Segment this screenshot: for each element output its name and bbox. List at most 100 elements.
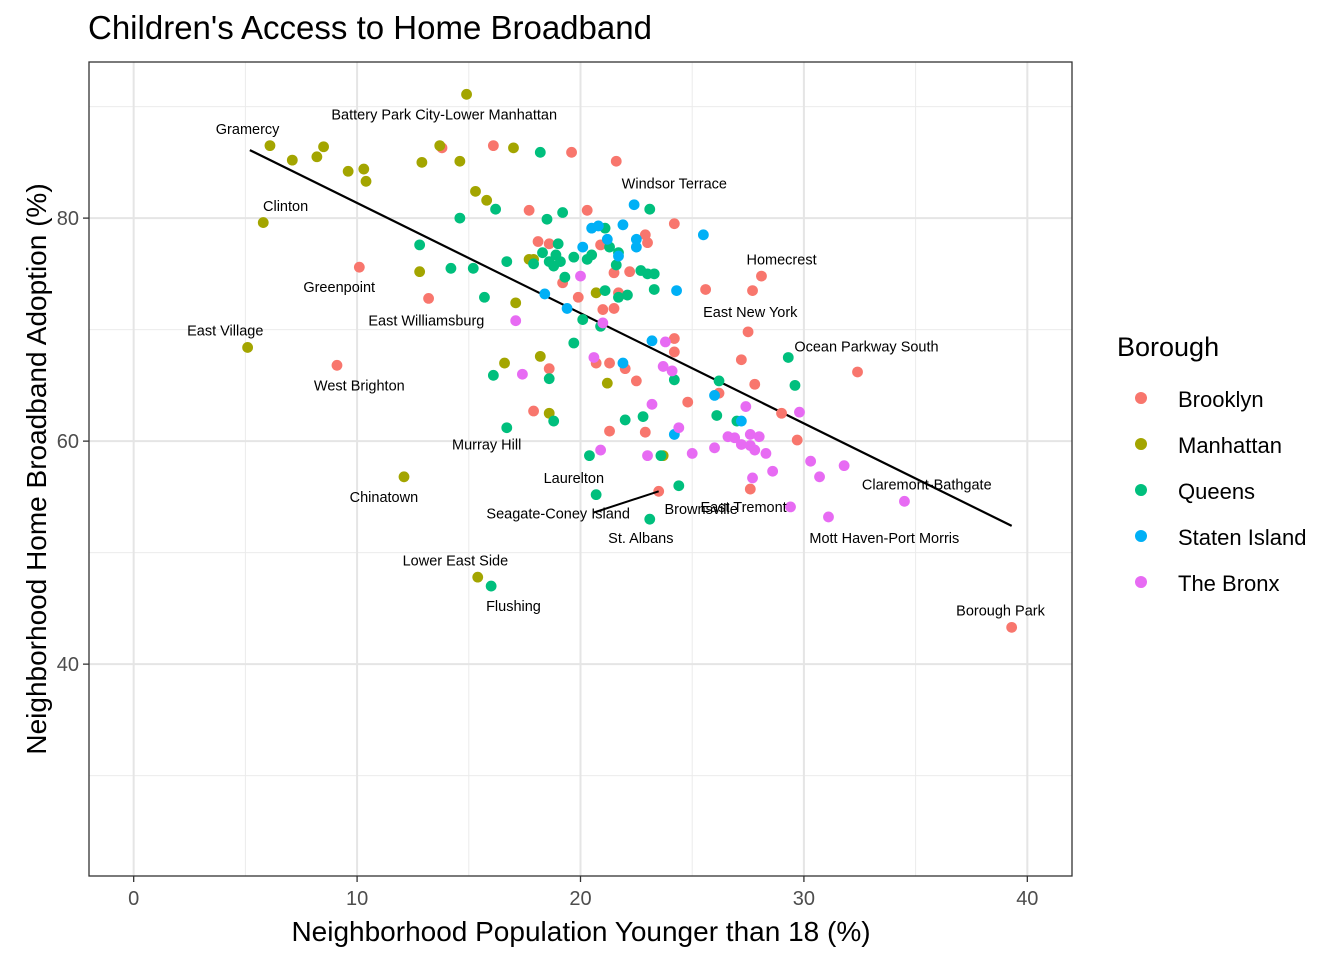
point-queens xyxy=(467,262,479,274)
point-manhattan xyxy=(590,287,602,299)
point-staten-island xyxy=(561,303,573,314)
point-brooklyn xyxy=(597,304,609,315)
point-brooklyn xyxy=(423,292,434,304)
point-queens xyxy=(543,373,555,385)
point-brooklyn xyxy=(353,261,365,273)
point-brooklyn xyxy=(608,303,620,314)
point-manhattan xyxy=(534,350,546,362)
legend-key-staten-island xyxy=(1135,530,1147,542)
point-queens xyxy=(711,410,723,421)
point-brooklyn xyxy=(791,434,803,446)
point-manhattan xyxy=(454,155,466,167)
point-the-bronx xyxy=(749,444,761,456)
point-brooklyn xyxy=(747,285,758,296)
trend-line-group xyxy=(249,149,1013,527)
point-brooklyn xyxy=(852,366,863,378)
point-the-bronx xyxy=(517,368,528,380)
x-tick-label: 10 xyxy=(346,888,368,910)
point-the-bronx xyxy=(753,431,765,443)
point-manhattan xyxy=(472,571,484,583)
x-tick-label: 20 xyxy=(569,888,591,910)
point-the-bronx xyxy=(744,429,756,440)
point-the-bronx xyxy=(659,336,671,348)
point-queens xyxy=(673,480,685,492)
y-tick-label: 60 xyxy=(57,431,79,453)
point-the-bronx xyxy=(899,495,910,507)
point-manhattan xyxy=(257,217,269,228)
point-brooklyn xyxy=(642,237,653,249)
point-queens xyxy=(501,256,513,267)
point-the-bronx xyxy=(767,465,779,477)
point-brooklyn xyxy=(630,375,642,387)
point-manhattan xyxy=(434,140,446,152)
point-manhattan xyxy=(543,407,555,419)
point-queens xyxy=(577,314,589,325)
point-the-bronx xyxy=(760,447,772,459)
point-label: Laurelton xyxy=(544,471,604,487)
point-the-bronx xyxy=(588,352,600,363)
point-label: Murray Hill xyxy=(452,437,521,453)
point-label: Mott Haven-Port Morris xyxy=(809,531,959,547)
point-brooklyn xyxy=(532,236,544,247)
point-queens xyxy=(637,411,649,422)
point-staten-island xyxy=(539,288,551,300)
point-queens xyxy=(568,251,580,263)
point-brooklyn xyxy=(543,363,555,375)
point-queens xyxy=(599,285,611,296)
point-manhattan xyxy=(398,471,410,483)
point-queens xyxy=(586,249,598,261)
point-the-bronx xyxy=(747,472,758,484)
point-staten-island xyxy=(697,229,709,241)
point-queens xyxy=(789,379,801,391)
point-the-bronx xyxy=(673,422,685,434)
legend-label-the-bronx: The Bronx xyxy=(1178,571,1280,596)
point-manhattan xyxy=(508,142,519,154)
point-queens xyxy=(445,262,457,274)
point-the-bronx xyxy=(595,444,607,456)
x-tick-label: 40 xyxy=(1016,888,1038,910)
y-tick-label: 40 xyxy=(57,654,79,676)
point-manhattan xyxy=(286,154,298,166)
point-the-bronx xyxy=(805,455,817,467)
point-staten-island xyxy=(671,285,682,296)
point-queens xyxy=(622,289,633,301)
point-brooklyn xyxy=(604,357,615,369)
point-queens xyxy=(584,450,595,462)
point-brooklyn xyxy=(756,270,767,282)
point-queens xyxy=(655,450,667,462)
point-label: Greenpoint xyxy=(303,280,375,296)
point-queens xyxy=(590,489,602,501)
legend-key-the-bronx xyxy=(1135,576,1147,588)
trend-line xyxy=(249,149,1013,527)
point-label: Battery Park City-Lower Manhattan xyxy=(331,107,557,123)
point-label: Borough Park xyxy=(956,604,1045,620)
point-brooklyn xyxy=(604,425,615,437)
point-brooklyn xyxy=(639,426,651,438)
point-label: St. Albans xyxy=(608,531,673,547)
point-queens xyxy=(619,414,631,426)
legend-label-brooklyn: Brooklyn xyxy=(1178,387,1264,412)
point-brooklyn xyxy=(700,284,712,295)
x-axis-ticks: 0 10 20 30 40 xyxy=(128,876,1038,910)
point-the-bronx xyxy=(657,361,669,372)
point-manhattan xyxy=(481,194,493,206)
point-manhattan xyxy=(358,163,370,175)
point-brooklyn xyxy=(624,266,636,278)
point-queens xyxy=(713,375,725,387)
point-brooklyn xyxy=(668,333,680,344)
point-brooklyn xyxy=(742,326,754,338)
point-staten-island xyxy=(617,219,629,231)
point-queens xyxy=(782,352,794,363)
point-queens xyxy=(414,239,426,251)
point-brooklyn xyxy=(744,483,756,495)
point-brooklyn xyxy=(528,405,539,417)
point-queens xyxy=(487,369,499,381)
point-queens xyxy=(479,291,490,303)
point-queens xyxy=(552,238,564,250)
point-brooklyn xyxy=(581,204,593,216)
point-labels: Battery Park City-Lower Manhattan Gramerc… xyxy=(187,107,1045,619)
point-queens xyxy=(528,258,539,270)
point-queens xyxy=(541,213,553,225)
legend-key-manhattan xyxy=(1135,438,1147,450)
point-brooklyn xyxy=(566,146,577,158)
